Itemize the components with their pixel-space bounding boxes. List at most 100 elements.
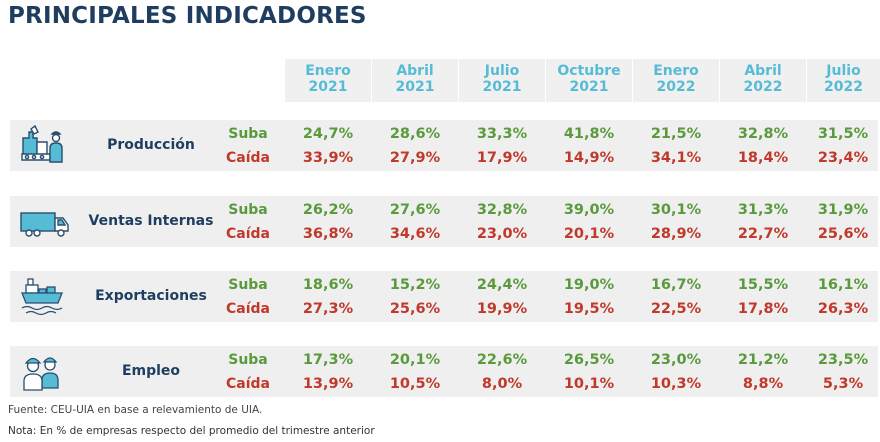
indicator-block-produccion: Producción Suba Caída 24,7% 28,6% 33,3% … — [10, 120, 878, 171]
suba-value: 16,7% — [650, 277, 702, 293]
suba-value: 39,0% — [563, 202, 615, 218]
ship-icon — [20, 275, 64, 317]
suba-value: 31,3% — [737, 202, 789, 218]
suba-value: 24,7% — [302, 126, 354, 142]
caida-value: 28,9% — [650, 226, 702, 242]
caida-value: 25,6% — [817, 226, 869, 242]
caida-value: 19,5% — [563, 301, 615, 317]
indicator-block-exportaciones: Exportaciones Suba Caída 18,6% 15,2% 24,… — [10, 271, 878, 322]
suba-value: 32,8% — [476, 202, 528, 218]
caida-value: 20,1% — [563, 226, 615, 242]
caida-value: 36,8% — [302, 226, 354, 242]
caida-label: Caída — [226, 150, 270, 166]
caida-value: 8,0% — [481, 376, 523, 392]
caida-value: 34,6% — [389, 226, 441, 242]
caida-value: 18,4% — [737, 150, 789, 166]
caida-value: 17,8% — [737, 301, 789, 317]
suba-value: 18,6% — [302, 277, 354, 293]
caida-value: 17,9% — [476, 150, 528, 166]
caida-value: 10,3% — [650, 376, 702, 392]
suba-value: 15,5% — [737, 277, 789, 293]
period-header: Julio 2021 — [459, 59, 545, 102]
suba-value: 30,1% — [650, 202, 702, 218]
suba-value: 20,1% — [389, 352, 441, 368]
suba-value: 21,5% — [650, 126, 702, 142]
caida-value: 10,1% — [563, 376, 615, 392]
indicator-name: Ventas Internas — [88, 213, 214, 229]
suba-label: Suba — [228, 202, 268, 218]
caida-value: 5,3% — [822, 376, 864, 392]
caida-label: Caída — [226, 226, 270, 242]
suba-label: Suba — [228, 277, 268, 293]
period-year: 2022 — [824, 79, 863, 95]
period-year: 2021 — [482, 79, 522, 95]
caida-value: 33,9% — [302, 150, 354, 166]
caida-value: 10,5% — [389, 376, 441, 392]
suba-value: 21,2% — [737, 352, 789, 368]
period-header: Octubre 2021 — [546, 59, 632, 102]
page-title: PRINCIPALES INDICADORES — [8, 3, 367, 29]
caida-value: 22,5% — [650, 301, 702, 317]
suba-value: 31,9% — [817, 202, 869, 218]
suba-value: 23,0% — [650, 352, 702, 368]
caida-value: 22,7% — [737, 226, 789, 242]
suba-value: 26,5% — [563, 352, 615, 368]
period-header-row: Enero 2021 Abril 2021 Julio 2021 Octubre… — [0, 59, 880, 102]
period-year: 2021 — [395, 79, 435, 95]
period-header: Enero 2021 — [285, 59, 371, 102]
suba-value: 16,1% — [817, 277, 869, 293]
suba-label: Suba — [228, 352, 268, 368]
suba-value: 24,4% — [476, 277, 528, 293]
caida-value: 8,8% — [742, 376, 784, 392]
caida-value: 19,9% — [476, 301, 528, 317]
suba-value: 23,5% — [817, 352, 869, 368]
suba-value: 32,8% — [737, 126, 789, 142]
suba-label: Suba — [228, 126, 268, 142]
period-year: 2021 — [569, 79, 609, 95]
indicator-block-ventas-internas: Ventas Internas Suba Caída 26,2% 27,6% 3… — [10, 196, 878, 247]
period-year: 2022 — [656, 79, 696, 95]
caida-value: 23,0% — [476, 226, 528, 242]
period-month: Enero — [653, 63, 699, 79]
period-month: Octubre — [557, 63, 621, 79]
caida-value: 25,6% — [389, 301, 441, 317]
truck-icon — [20, 200, 69, 242]
indicator-name: Empleo — [121, 363, 181, 379]
period-month: Abril — [744, 63, 782, 79]
indicator-name: Producción — [107, 137, 195, 153]
suba-value: 28,6% — [389, 126, 441, 142]
workers-icon — [20, 350, 64, 392]
caida-label: Caída — [226, 376, 270, 392]
suba-value: 41,8% — [563, 126, 615, 142]
factory-icon — [20, 124, 64, 166]
period-year: 2021 — [308, 79, 348, 95]
caida-value: 23,4% — [817, 150, 869, 166]
suba-value: 22,6% — [476, 352, 528, 368]
source-note: Fuente: CEU-UIA en base a relevamiento d… — [8, 404, 263, 416]
suba-value: 26,2% — [302, 202, 354, 218]
period-header: Abril 2022 — [720, 59, 806, 102]
period-header: Enero 2022 — [633, 59, 719, 102]
caida-value: 27,9% — [389, 150, 441, 166]
suba-value: 15,2% — [389, 277, 441, 293]
caida-value: 34,1% — [650, 150, 702, 166]
caida-value: 26,3% — [817, 301, 869, 317]
caida-value: 14,9% — [563, 150, 615, 166]
indicator-name: Exportaciones — [95, 288, 207, 304]
suba-value: 31,5% — [817, 126, 869, 142]
caida-value: 13,9% — [302, 376, 354, 392]
period-month: Enero — [305, 63, 351, 79]
period-month: Julio — [484, 63, 520, 79]
period-header: Abril 2021 — [372, 59, 458, 102]
period-month: Abril — [396, 63, 434, 79]
suba-value: 33,3% — [476, 126, 528, 142]
suba-value: 17,3% — [302, 352, 354, 368]
suba-value: 19,0% — [563, 277, 615, 293]
period-month: Julio — [826, 63, 861, 79]
period-year: 2022 — [743, 79, 783, 95]
caida-label: Caída — [226, 301, 270, 317]
method-note: Nota: En % de empresas respecto del prom… — [8, 425, 375, 437]
period-header: Julio 2022 — [807, 59, 880, 102]
suba-value: 27,6% — [389, 202, 441, 218]
indicator-block-empleo: Empleo Suba Caída 17,3% 20,1% 22,6% 26,5… — [10, 346, 878, 397]
